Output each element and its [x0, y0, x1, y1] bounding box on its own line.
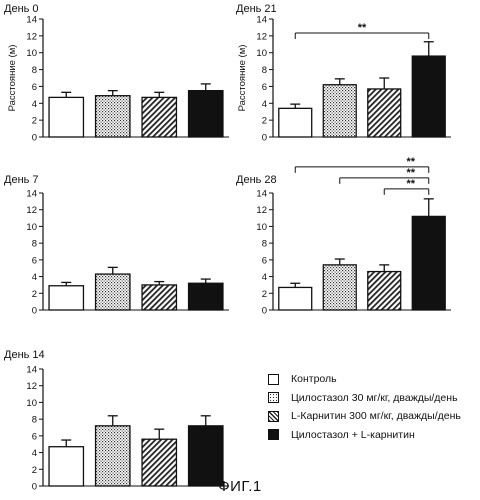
panel-4-significance-label: ** — [406, 178, 415, 190]
legend-swatch-control — [268, 373, 279, 385]
legend-label-control: Контроль — [291, 373, 337, 385]
panel-5-y-tick-label: 6 — [32, 431, 37, 442]
panel-3-bar-4 — [187, 282, 224, 311]
panel-5-bar-3 — [141, 438, 178, 487]
panel-4-bar-3 — [367, 270, 402, 311]
panel-1-bar-2 — [94, 95, 131, 138]
panel-3-bar-1 — [48, 285, 85, 311]
panel-3-y-tick-label: 10 — [26, 222, 37, 233]
legend-swatch-l-carnitine — [268, 410, 279, 422]
panel-5-y-tick-label: 2 — [32, 465, 37, 476]
panel-4-y-tick-label: 4 — [262, 272, 267, 283]
panel-3-y-tick-label: 8 — [32, 239, 37, 250]
panel-2-y-tick-label: 4 — [262, 99, 267, 110]
panel-2-y-axis-label: Расстояние (м) — [237, 45, 248, 112]
legend-item-combination: Цилостазол + L-карнитин — [268, 426, 478, 444]
panel-4-title: День 28 — [236, 174, 277, 186]
panel-2-y-tick-label: 8 — [262, 65, 267, 76]
panel-2-y-tick-label: 2 — [262, 116, 267, 127]
panel-1-bar-1 — [48, 96, 85, 138]
panel-1-bar-4 — [187, 89, 224, 138]
legend-swatch-cilostazol — [268, 392, 279, 403]
panel-4-y-tick-label: 0 — [262, 306, 267, 317]
panel-3-y-tick-label: 4 — [32, 272, 37, 283]
panel-4-y-tick-label: 10 — [256, 222, 267, 233]
panel-1-title: День 0 — [4, 3, 39, 15]
panel-4-y-tick-label: 12 — [256, 205, 267, 216]
legend-item-l-carnitine: L-Карнитин 300 мг/кг, дважды/день — [268, 407, 478, 425]
panel-1-y-tick-label: 8 — [32, 65, 37, 76]
panel-4-bar-4 — [411, 215, 446, 311]
panel-3-y-tick-label: 6 — [32, 255, 37, 266]
figure-caption: ФИГ.1 — [218, 478, 262, 495]
chart-legend: Контроль Цилостазол 30 мг/кг, дважды/ден… — [268, 370, 478, 444]
panel-2-y-tick-label: 14 — [256, 15, 267, 26]
panel-1-y-tick-label: 4 — [32, 99, 37, 110]
legend-item-control: Контроль — [268, 370, 478, 388]
panel-1-y-tick-label: 6 — [32, 82, 37, 93]
legend-label-cilostazol: Цилостазол 30 мг/кг, дважды/день — [291, 391, 458, 404]
panel-2-bar-4 — [411, 55, 446, 138]
panel-3-y-tick-label: 14 — [26, 189, 37, 200]
panel-4-significance-label: ** — [406, 156, 415, 168]
panel-2-y-tick-label: 12 — [256, 31, 267, 42]
panel-3-y-tick-label: 0 — [32, 306, 37, 317]
panel-1-y-tick-label: 0 — [32, 133, 37, 144]
panel-4-y-tick-label: 14 — [256, 189, 267, 200]
panel-5-y-tick-label: 8 — [32, 415, 37, 426]
panel-2-y-tick-label: 10 — [256, 48, 267, 59]
panel-5-y-tick-label: 14 — [26, 365, 37, 376]
panel-2-title: День 21 — [236, 3, 277, 15]
panel-5-y-tick-label: 4 — [32, 448, 37, 459]
panel-5-y-tick-label: 12 — [26, 381, 37, 392]
panel-3-y-tick-label: 2 — [32, 289, 37, 300]
panel-5-title: День 14 — [4, 349, 45, 361]
panel-4-y-tick-label: 6 — [262, 255, 267, 266]
panel-1-bar-3 — [141, 96, 178, 138]
panel-4-bar-2 — [322, 264, 357, 311]
panel-5-bar-4 — [187, 425, 224, 487]
panel-2-bar-1 — [278, 107, 313, 138]
panel-2-y-tick-label: 6 — [262, 82, 267, 93]
legend-label-l-carnitine: L-Карнитин 300 мг/кг, дважды/день — [291, 410, 461, 422]
panel-2-bar-3 — [367, 88, 402, 138]
panel-1-y-axis-label: Расстояние (м) — [7, 45, 18, 112]
panel-2-significance-label: ** — [358, 22, 367, 34]
panel-4-significance-label: ** — [406, 167, 415, 179]
panel-4-y-tick-label: 8 — [262, 239, 267, 250]
panel-1-y-tick-label: 14 — [26, 15, 37, 26]
panel-1-y-tick-label: 10 — [26, 48, 37, 59]
panel-2-y-tick-label: 0 — [262, 133, 267, 144]
panel-5-y-tick-label: 10 — [26, 398, 37, 409]
panel-5-y-tick-label: 0 — [32, 482, 37, 493]
panel-5-bar-1 — [48, 446, 85, 487]
panel-4-y-tick-label: 2 — [262, 289, 267, 300]
panel-5-bar-2 — [94, 425, 131, 487]
legend-swatch-combination — [268, 429, 279, 440]
legend-item-cilostazol: Цилостазол 30 мг/кг, дважды/день — [268, 389, 478, 407]
panel-3-bar-2 — [94, 273, 131, 311]
panel-3-title: День 7 — [4, 174, 39, 186]
panel-4-bar-1 — [278, 286, 313, 311]
panel-2-bar-2 — [322, 84, 357, 138]
panel-1-y-tick-label: 2 — [32, 116, 37, 127]
panel-3-bar-3 — [141, 284, 178, 311]
panel-3-y-tick-label: 12 — [26, 205, 37, 216]
panel-1-y-tick-label: 12 — [26, 31, 37, 42]
legend-label-combination: Цилостазол + L-карнитин — [291, 428, 415, 441]
